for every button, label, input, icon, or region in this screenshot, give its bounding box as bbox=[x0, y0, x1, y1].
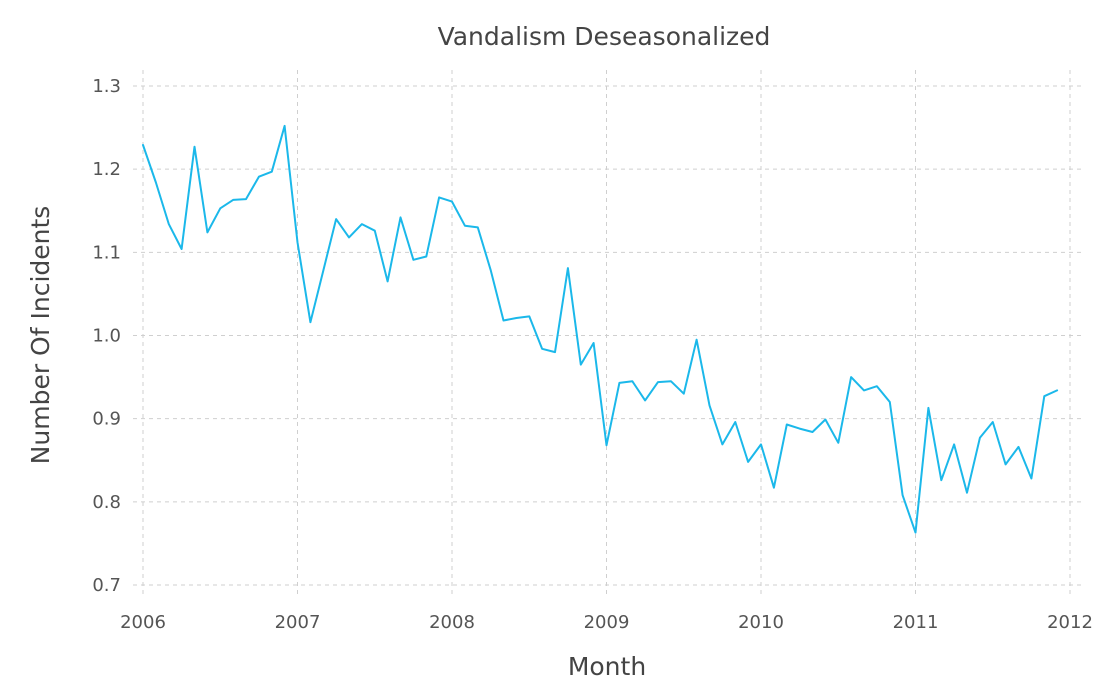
grid bbox=[133, 70, 1085, 598]
x-tick-label: 2010 bbox=[738, 612, 784, 633]
x-tick-label: 2006 bbox=[120, 612, 166, 633]
y-tick-label: 1.3 bbox=[92, 76, 121, 97]
y-tick-label: 1.0 bbox=[92, 326, 121, 347]
y-tick-label: 1.1 bbox=[92, 242, 121, 263]
x-tick-label: 2007 bbox=[275, 612, 321, 633]
x-tick-label: 2011 bbox=[893, 612, 939, 633]
x-axis-ticks: 2006 2007 2008 2009 2010 2011 2012 bbox=[120, 612, 1093, 633]
series-layer bbox=[142, 124, 1059, 534]
x-axis-label: Month bbox=[568, 652, 646, 681]
series-line bbox=[142, 124, 1059, 534]
y-tick-label: 0.8 bbox=[92, 492, 121, 513]
y-axis-label: Number Of Incidents bbox=[26, 206, 55, 465]
y-axis-ticks: 0.7 0.8 0.9 1.0 1.1 1.2 1.3 bbox=[92, 76, 121, 596]
x-tick-label: 2008 bbox=[429, 612, 475, 633]
x-tick-label: 2009 bbox=[584, 612, 630, 633]
x-tick-label: 2012 bbox=[1047, 612, 1093, 633]
y-tick-label: 0.7 bbox=[92, 575, 121, 596]
y-tick-label: 1.2 bbox=[92, 159, 121, 180]
y-tick-label: 0.9 bbox=[92, 409, 121, 430]
chart-title: Vandalism Deseasonalized bbox=[438, 22, 771, 51]
